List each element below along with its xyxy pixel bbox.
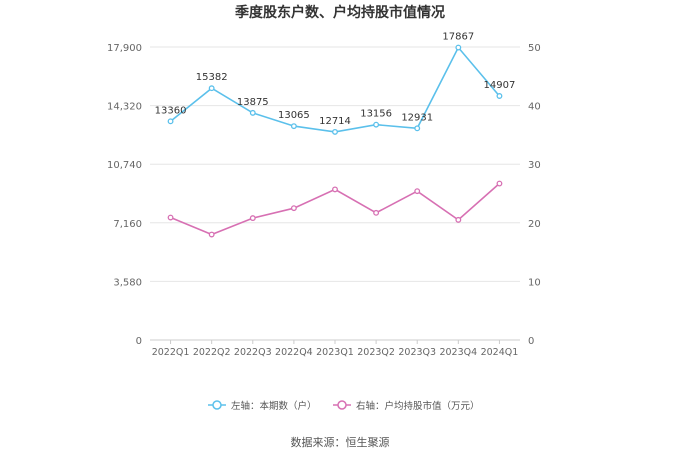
left-axis-tick-label: 14,320	[107, 102, 142, 113]
data-label: 13065	[278, 110, 310, 121]
data-label: 15382	[196, 72, 228, 83]
series-1-point	[373, 121, 380, 128]
left-axis-tick-label: 17,900	[107, 43, 142, 54]
data-label: 13360	[155, 105, 187, 116]
data-label: 12714	[319, 116, 351, 127]
x-axis-tick-label: 2023Q3	[398, 347, 436, 358]
legend-label: 左轴：本期数（户）	[231, 400, 317, 412]
series-1-point	[496, 93, 503, 99]
series-2-point	[414, 188, 421, 195]
x-axis-tick-label: 2022Q1	[152, 347, 190, 358]
data-label: 17867	[442, 32, 474, 43]
x-axis-tick-label: 2023Q1	[316, 347, 354, 358]
data-label: 13875	[237, 97, 269, 108]
legend-swatch-marker	[212, 400, 222, 410]
x-axis-tick-label: 2022Q3	[234, 347, 272, 358]
data-label: 12931	[401, 112, 433, 123]
x-axis-tick-label: 2022Q4	[275, 347, 313, 358]
chart-svg: 0 3,580 7,160 10,740 14,320 17,900 0 10 20 30 40 50…	[107, 32, 541, 412]
series-1-point	[249, 109, 256, 116]
series-1-point	[332, 128, 338, 135]
series-1-point	[290, 123, 297, 130]
right-axis-tick-label: 20	[528, 219, 541, 230]
left-axis-tick-label: 0	[136, 336, 142, 347]
series-2-point	[290, 205, 297, 212]
left-axis-tick-label: 3,580	[113, 277, 142, 288]
right-axis-tick-label: 40	[528, 102, 541, 113]
series-2-point	[208, 231, 215, 238]
x-axis-tick-label: 2023Q4	[439, 347, 477, 358]
left-axis-tick-label: 7,160	[113, 219, 142, 230]
right-axis-tick-label: 50	[528, 43, 541, 54]
legend-swatch-marker	[337, 400, 347, 410]
x-axis-tick-label: 2023Q2	[357, 347, 395, 358]
series-1-point	[455, 44, 462, 51]
right-axis-tick-label: 10	[528, 277, 541, 288]
data-source: 数据来源：恒生聚源	[290, 436, 390, 449]
right-axis-tick-label: 30	[528, 160, 541, 171]
series-2-point	[332, 186, 338, 193]
chart-title: 季度股东户数、户均持股市值情况	[235, 5, 445, 21]
right-axis-tick-label: 0	[528, 336, 534, 347]
series-2-point	[167, 214, 174, 221]
data-label: 14907	[484, 80, 516, 91]
data-label: 13156	[360, 109, 392, 120]
series-2-point	[496, 180, 503, 187]
x-axis-tick-label: 2024Q1	[481, 347, 519, 358]
series-1-point	[208, 85, 215, 92]
left-axis-tick-label: 10,740	[107, 160, 142, 171]
series-2-point	[373, 209, 380, 216]
legend-label: 右轴：户均持股市值（万元）	[356, 400, 480, 412]
series-2-point	[455, 216, 462, 223]
x-axis-tick-label: 2022Q2	[193, 347, 231, 358]
series-1-point	[167, 118, 174, 125]
series-2-point	[249, 215, 256, 222]
series-1-point	[414, 125, 421, 132]
